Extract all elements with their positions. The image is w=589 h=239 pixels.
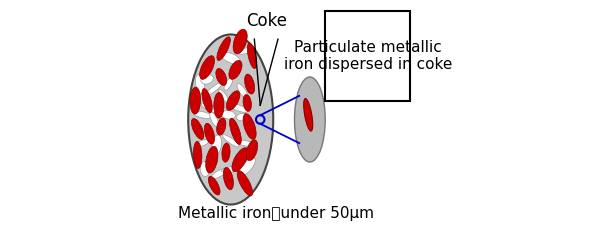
Ellipse shape bbox=[188, 34, 273, 205]
Text: Particulate metallic
iron dispersed in coke: Particulate metallic iron dispersed in c… bbox=[283, 39, 452, 72]
Ellipse shape bbox=[236, 113, 249, 121]
Ellipse shape bbox=[209, 176, 220, 195]
Ellipse shape bbox=[196, 75, 204, 93]
Ellipse shape bbox=[193, 141, 202, 168]
Ellipse shape bbox=[237, 171, 253, 196]
Text: Metallic iron：under 50μm: Metallic iron：under 50μm bbox=[178, 206, 373, 222]
Ellipse shape bbox=[229, 60, 242, 79]
Ellipse shape bbox=[206, 146, 218, 173]
Ellipse shape bbox=[191, 119, 204, 139]
Ellipse shape bbox=[226, 91, 240, 110]
Text: Coke: Coke bbox=[246, 12, 287, 30]
Ellipse shape bbox=[210, 112, 219, 127]
Ellipse shape bbox=[201, 103, 218, 113]
Ellipse shape bbox=[246, 140, 257, 161]
Ellipse shape bbox=[237, 83, 248, 99]
Ellipse shape bbox=[243, 114, 256, 139]
Ellipse shape bbox=[202, 88, 212, 113]
Ellipse shape bbox=[239, 158, 255, 176]
Ellipse shape bbox=[222, 143, 230, 162]
Ellipse shape bbox=[221, 110, 236, 119]
Ellipse shape bbox=[239, 48, 252, 54]
Ellipse shape bbox=[217, 118, 226, 135]
Ellipse shape bbox=[205, 81, 224, 96]
Ellipse shape bbox=[247, 43, 257, 69]
Ellipse shape bbox=[236, 140, 254, 146]
Ellipse shape bbox=[200, 162, 209, 177]
Ellipse shape bbox=[211, 135, 221, 156]
Ellipse shape bbox=[217, 37, 230, 60]
Ellipse shape bbox=[211, 169, 227, 179]
Ellipse shape bbox=[224, 78, 233, 90]
Ellipse shape bbox=[216, 69, 227, 86]
Ellipse shape bbox=[219, 89, 229, 103]
Ellipse shape bbox=[223, 168, 233, 190]
Ellipse shape bbox=[233, 29, 247, 54]
Ellipse shape bbox=[193, 111, 211, 118]
Ellipse shape bbox=[221, 52, 240, 64]
Ellipse shape bbox=[304, 98, 313, 131]
Ellipse shape bbox=[294, 77, 325, 162]
Ellipse shape bbox=[243, 95, 252, 111]
Ellipse shape bbox=[200, 56, 214, 79]
Ellipse shape bbox=[201, 75, 213, 84]
Ellipse shape bbox=[214, 92, 224, 118]
Ellipse shape bbox=[230, 118, 241, 144]
Ellipse shape bbox=[196, 140, 209, 147]
Ellipse shape bbox=[190, 87, 201, 114]
Ellipse shape bbox=[223, 135, 239, 147]
Ellipse shape bbox=[204, 123, 214, 144]
Ellipse shape bbox=[221, 166, 244, 172]
Ellipse shape bbox=[232, 148, 249, 172]
FancyBboxPatch shape bbox=[325, 11, 411, 101]
Ellipse shape bbox=[227, 103, 248, 112]
Ellipse shape bbox=[244, 74, 254, 94]
